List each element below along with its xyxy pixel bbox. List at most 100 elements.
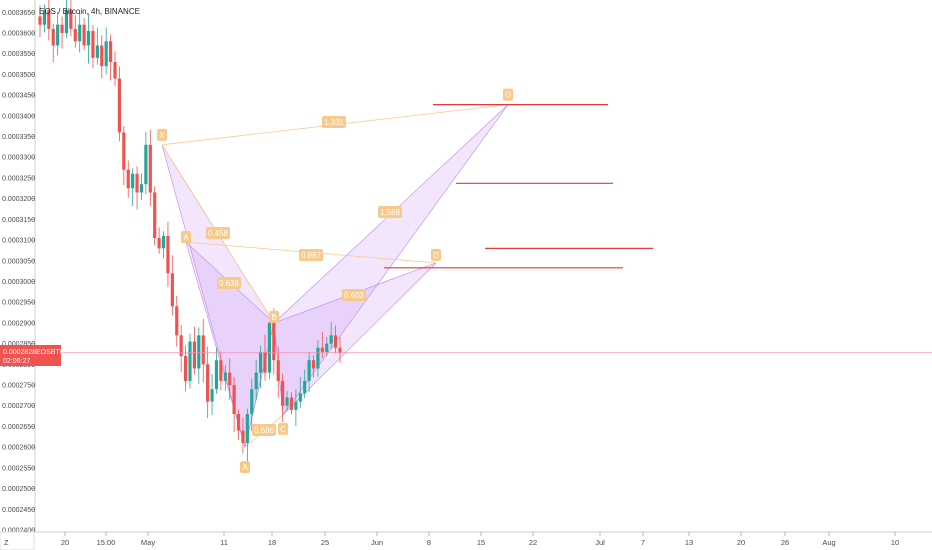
candle-body[interactable] (122, 132, 126, 170)
candle-body[interactable] (42, 10, 47, 25)
candle-body[interactable] (197, 335, 201, 369)
candle-body[interactable] (294, 401, 298, 410)
time-tick-label: 15 (477, 538, 485, 547)
ratio-label-bd-inner[interactable]: 0.603 (342, 289, 366, 301)
candle-body[interactable] (78, 24, 82, 42)
candle-body[interactable] (214, 360, 219, 390)
point-label-d[interactable]: D (503, 88, 513, 101)
candle-body[interactable] (289, 397, 294, 410)
price-tick-label: 0.0003350 (2, 134, 35, 141)
candle-body[interactable] (333, 335, 338, 348)
candle-body[interactable] (281, 380, 285, 406)
candle-body[interactable] (201, 335, 205, 365)
candle-body[interactable] (95, 45, 99, 58)
candle-body[interactable] (210, 389, 214, 402)
candle-body[interactable] (135, 173, 139, 193)
candle-body[interactable] (51, 28, 55, 46)
price-tick-label: 0.0002450 (2, 507, 35, 514)
candle-body[interactable] (104, 41, 108, 67)
candle-body[interactable] (157, 238, 161, 249)
candle-body[interactable] (303, 380, 307, 394)
candle-body[interactable] (131, 173, 135, 189)
ratio-label-ab[interactable]: 0.458 (206, 227, 230, 239)
point-label-x[interactable]: X (157, 128, 167, 141)
candle-body[interactable] (73, 28, 77, 42)
time-axis[interactable]: 20 15:00 May 11 18 25 Jun 8 15 22 Jul 7 13 20 26 Aug 10 (35, 531, 932, 547)
point-label-a[interactable]: A (240, 461, 250, 474)
candle-body[interactable] (82, 24, 86, 46)
candle-body[interactable] (100, 45, 104, 67)
candle-body[interactable] (139, 184, 144, 193)
candle-body[interactable] (148, 144, 152, 193)
time-tick-label: 8 (427, 538, 431, 547)
ratio-label-ab-inner-bg (217, 277, 241, 289)
candle-body[interactable] (223, 372, 227, 381)
candle-body[interactable] (175, 306, 179, 336)
ratio-label-bd[interactable]: 1.569 (378, 206, 402, 218)
timezone-corner[interactable] (0, 531, 35, 550)
candle-body[interactable] (153, 192, 157, 239)
ratio-label-xd[interactable]: 1.331 (322, 116, 346, 128)
target-lines[interactable] (384, 104, 653, 269)
candle-body[interactable] (166, 235, 170, 274)
candle-body[interactable] (188, 341, 192, 381)
price-tick-label: 0.0002750 (2, 383, 35, 390)
point-label-d-inner[interactable]: D (431, 248, 441, 261)
candle-body[interactable] (311, 360, 316, 369)
candle-body[interactable] (161, 235, 166, 249)
candle-body[interactable] (316, 347, 320, 369)
time-tick-label: 18 (268, 538, 276, 547)
price-axis[interactable]: 0.0003650 0.0003600 0.0003550 0.0003500 0.00… (2, 0, 36, 535)
candle-body[interactable] (329, 335, 333, 344)
point-label-b[interactable]: B (269, 310, 279, 323)
candle-body[interactable] (236, 414, 241, 431)
candle-body[interactable] (338, 347, 342, 353)
candle-body[interactable] (263, 351, 267, 373)
candle-body[interactable] (56, 24, 60, 46)
candle-body[interactable] (272, 322, 276, 361)
candle-body[interactable] (206, 364, 210, 402)
candle-body[interactable] (91, 30, 95, 58)
point-label-a-inner[interactable]: A (181, 231, 191, 244)
harmonic-pattern[interactable] (161, 104, 509, 449)
candle-body[interactable] (241, 430, 245, 444)
pattern-labels[interactable]: X A A B C D D 1.331 0.458 0.887 0.638 1.569 0.603 0.6… (157, 88, 513, 474)
candle-body[interactable] (170, 273, 174, 307)
candle-body[interactable] (60, 24, 64, 33)
candle-body[interactable] (192, 341, 197, 369)
candle-body[interactable] (267, 322, 272, 373)
point-label-c[interactable]: C (278, 422, 288, 435)
candle-body[interactable] (228, 372, 232, 386)
candle-body[interactable] (276, 360, 280, 381)
candle-body[interactable] (245, 414, 249, 444)
candle-body[interactable] (69, 10, 73, 29)
candle-body[interactable] (64, 10, 69, 33)
candle-body[interactable] (117, 78, 122, 133)
candle-body[interactable] (179, 335, 183, 357)
time-tick-label: 10 (891, 538, 899, 547)
candle-body[interactable] (250, 389, 254, 415)
candle-body[interactable] (47, 10, 51, 29)
candle-body[interactable] (126, 169, 130, 189)
candle-body[interactable] (232, 385, 236, 415)
candle-body[interactable] (144, 144, 148, 185)
candle-body[interactable] (113, 61, 117, 79)
countdown-timer: 02:06:27 (3, 358, 30, 365)
candle-body[interactable] (285, 397, 289, 406)
candle-body[interactable] (183, 356, 188, 381)
candle-body[interactable] (254, 372, 258, 390)
candle-body[interactable] (258, 351, 263, 373)
candle-body[interactable] (219, 360, 223, 381)
candle-body[interactable] (108, 41, 113, 62)
candle-body[interactable] (307, 360, 311, 381)
ratio-label-bc[interactable]: 0.686 (252, 424, 276, 436)
ratio-label-ab-inner[interactable]: 0.638 (217, 277, 241, 289)
candlestick-series[interactable] (38, 0, 342, 462)
candle-body[interactable] (298, 393, 302, 402)
candle-body[interactable] (38, 16, 42, 25)
candle-body[interactable] (320, 347, 324, 352)
candle-body[interactable] (325, 343, 329, 352)
candle-body[interactable] (86, 30, 91, 46)
ratio-label-xd-inner[interactable]: 0.887 (299, 249, 323, 261)
